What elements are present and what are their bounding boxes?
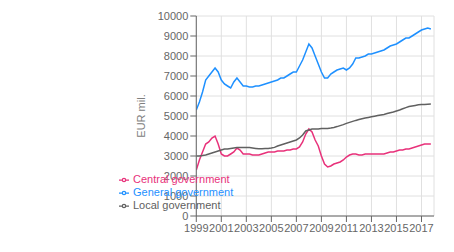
svg-text:2009: 2009: [309, 222, 333, 234]
svg-text:3000: 3000: [164, 150, 188, 162]
svg-text:2013: 2013: [359, 222, 383, 234]
svg-text:6000: 6000: [164, 90, 188, 102]
svg-text:4000: 4000: [164, 130, 188, 142]
svg-text:2000: 2000: [164, 170, 188, 182]
svg-text:2011: 2011: [335, 222, 359, 234]
svg-text:2007: 2007: [284, 222, 308, 234]
svg-text:8000: 8000: [164, 50, 188, 62]
svg-text:1000: 1000: [164, 190, 188, 202]
svg-text:9000: 9000: [164, 30, 188, 42]
svg-text:2015: 2015: [384, 222, 408, 234]
svg-text:1999: 1999: [184, 222, 208, 234]
svg-text:5000: 5000: [164, 110, 188, 122]
svg-text:10000: 10000: [158, 10, 189, 22]
svg-text:EUR mil.: EUR mil.: [135, 94, 147, 137]
svg-text:2003: 2003: [234, 222, 258, 234]
svg-text:0: 0: [182, 210, 188, 222]
svg-text:2017: 2017: [409, 222, 433, 234]
svg-text:7000: 7000: [164, 70, 188, 82]
svg-text:2005: 2005: [259, 222, 283, 234]
svg-text:2001: 2001: [209, 222, 233, 234]
